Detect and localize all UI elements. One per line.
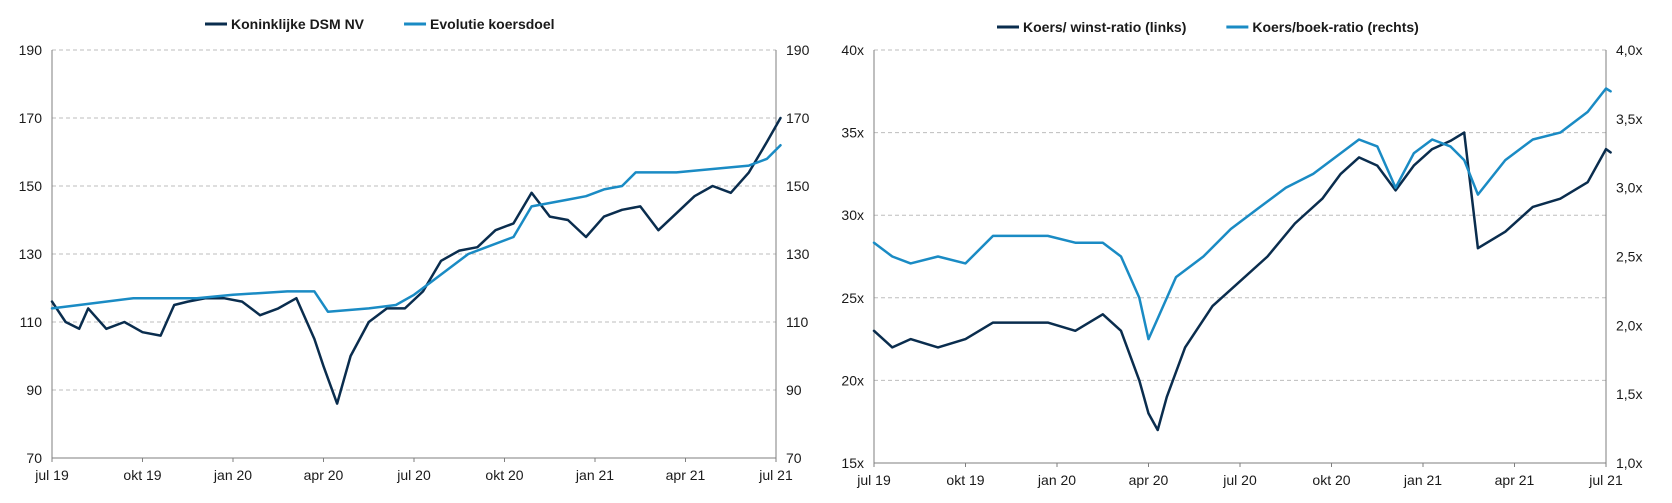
x-tick-label: okt 20: [485, 467, 523, 483]
x-tick-label: apr 20: [304, 467, 344, 483]
x-tick-label: apr 21: [666, 467, 706, 483]
y-right-tick-label: 110: [786, 314, 809, 330]
y-right-tick-label: 1,5x: [1616, 386, 1642, 402]
x-tick-label: jul 19: [856, 472, 891, 488]
x-tick-label: okt 19: [946, 472, 984, 488]
y-right-tick-label: 190: [786, 42, 810, 58]
legend-label: Evolutie koersdoel: [430, 16, 554, 32]
legend-label: Koninklijke DSM NV: [231, 16, 365, 32]
y-left-tick-label: 35x: [841, 125, 864, 141]
x-tick-label: jan 20: [1037, 472, 1076, 488]
x-tick-label: okt 19: [123, 467, 161, 483]
legend-label: Koers/ winst-ratio (links): [1023, 19, 1186, 35]
chart-2: 15x 20x 25x 30x 35x 40x 1,0x 1,5x 2,0x 2,5x 3,0x 3,…: [841, 19, 1642, 488]
series-line-2: [872, 87, 1612, 341]
series-line-1: [872, 131, 1612, 432]
y-left-tick-label: 90: [26, 382, 42, 398]
y-right-tick-label: 70: [786, 450, 802, 466]
y-left-tick-label: 20x: [841, 372, 864, 388]
series-line-2: [50, 143, 782, 314]
y-right-tick-label: 90: [786, 382, 802, 398]
y-left-tick-label: 30x: [841, 207, 864, 223]
y-left-tick-label: 40x: [841, 42, 864, 58]
x-tick-label: okt 20: [1312, 472, 1350, 488]
y-right-tick-label: 130: [786, 246, 810, 262]
x-tick-label: apr 21: [1495, 472, 1535, 488]
x-tick-label: jul 20: [396, 467, 431, 483]
y-left-tick-label: 150: [19, 178, 43, 194]
x-tick-label: jul 21: [758, 467, 793, 483]
y-left-tick-label: 170: [19, 110, 43, 126]
y-right-tick-label: 150: [786, 178, 810, 194]
legend-item-2: Koers/boek-ratio (rechts): [1226, 19, 1419, 35]
legend-label: Koers/boek-ratio (rechts): [1252, 19, 1418, 35]
series-line-1: [50, 116, 782, 405]
y-left-tick-label: 15x: [841, 455, 864, 471]
legend-item-1: Koers/ winst-ratio (links): [997, 19, 1186, 35]
y-right-tick-label: 3,5x: [1616, 111, 1642, 127]
y-left-tick-label: 130: [19, 246, 43, 262]
y-left-tick-label: 25x: [841, 290, 864, 306]
y-left-tick-label: 70: [26, 450, 42, 466]
legend-item-2: Evolutie koersdoel: [404, 16, 555, 32]
y-right-tick-label: 170: [786, 110, 810, 126]
y-right-tick-label: 1,0x: [1616, 455, 1642, 471]
x-tick-label: jan 20: [213, 467, 252, 483]
legend-item-1: Koninklijke DSM NV: [205, 16, 365, 32]
y-right-tick-label: 2,5x: [1616, 249, 1642, 265]
x-tick-label: jan 21: [575, 467, 614, 483]
x-tick-label: jan 21: [1403, 472, 1442, 488]
x-tick-label: jul 20: [1222, 472, 1257, 488]
y-left-tick-label: 110: [20, 314, 43, 330]
y-right-tick-label: 3,0x: [1616, 180, 1642, 196]
x-tick-label: jul 21: [1588, 472, 1623, 488]
chart-1: 70 90 110 130 150 170 190 70 90 110 130 150 170 190 ju…: [19, 16, 810, 483]
y-right-tick-label: 2,0x: [1616, 317, 1642, 333]
x-tick-label: apr 20: [1129, 472, 1169, 488]
y-right-tick-label: 4,0x: [1616, 42, 1642, 58]
x-tick-label: jul 19: [34, 467, 69, 483]
y-left-tick-label: 190: [19, 42, 43, 58]
